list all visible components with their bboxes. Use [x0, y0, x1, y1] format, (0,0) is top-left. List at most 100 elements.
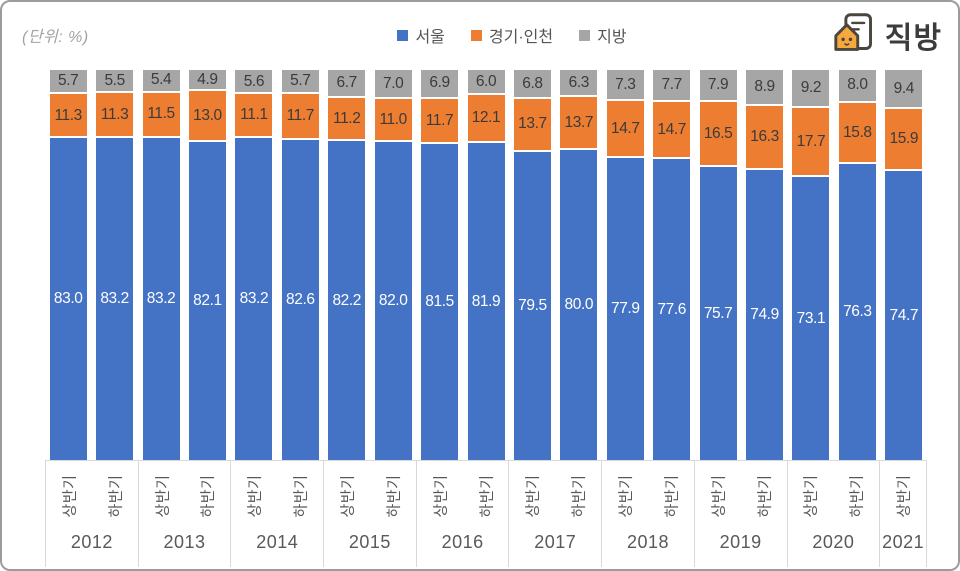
value-label-jibang: 5.6 [243, 72, 265, 90]
value-label-gyeonggi-incheon: 11.7 [425, 111, 454, 129]
stacked-bar: 6.8 13.7 79.5 [513, 68, 551, 460]
year-label-2012: 2012 [70, 532, 113, 552]
segment-seoul: 82.6 [281, 137, 319, 460]
value-label-seoul: 73.1 [796, 309, 826, 327]
bar-column-2015-h2: 7.0 11.0 82.0 [370, 68, 416, 460]
half-label: 상반기 [246, 474, 264, 518]
half-label: 상반기 [617, 474, 635, 518]
chart-header: (단위: %) 서울 경기·인천 지방 직방 [2, 2, 958, 68]
stacked-bar-chart: 5.7 11.3 83.0 5.5 11.3 83.2 5.4 11.5 83.2 4.9 13.0… [45, 68, 928, 567]
value-label-seoul: 82.1 [193, 292, 222, 310]
legend-label-gyeonggi-incheon: 경기·인천 [488, 29, 554, 46]
stacked-bar: 6.3 13.7 80.0 [560, 68, 598, 460]
plot-area: 5.7 11.3 83.0 5.5 11.3 83.2 5.4 11.5 83.2 4.9 13.0… [45, 68, 927, 460]
segment-seoul: 77.9 [606, 156, 644, 460]
value-label-gyeonggi-incheon: 13.7 [564, 113, 594, 131]
bar-column-2021-h1: 9.4 15.9 74.7 [881, 68, 927, 460]
year-group-2019: 상반기 하반기 2019 [693, 461, 787, 567]
half-label: 상반기 [432, 474, 450, 518]
segment-jibang: 5.7 [281, 70, 319, 93]
half-cell-2015-h2: 하반기 [370, 461, 416, 531]
bar-column-2018-h2: 7.7 14.7 77.6 [648, 68, 694, 460]
value-label-jibang: 6.9 [429, 74, 450, 92]
stacked-bar: 7.0 11.0 82.0 [374, 68, 412, 460]
half-label: 상반기 [895, 474, 913, 518]
half-label: 상반기 [339, 474, 357, 518]
bar-column-2017-h1: 6.8 13.7 79.5 [509, 68, 555, 460]
value-label-gyeonggi-incheon: 15.9 [889, 129, 919, 147]
segment-seoul: 83.0 [49, 136, 87, 460]
bar-column-2016-h2: 6.0 12.1 81.9 [463, 68, 509, 460]
half-label: 상반기 [61, 474, 79, 518]
segment-gyeonggi-incheon: 11.1 [235, 92, 273, 136]
bar-column-2020-h1: 9.2 17.7 73.1 [788, 68, 834, 460]
segment-jibang: 8.0 [838, 69, 876, 101]
value-label-gyeonggi-incheon: 11.2 [333, 109, 361, 127]
half-labels-row: 상반기 하반기 [324, 461, 416, 531]
bar-column-2014-h2: 5.7 11.7 82.6 [277, 68, 323, 460]
year-group-2012: 상반기 하반기 2012 [45, 461, 138, 567]
segment-gyeonggi-incheon: 11.3 [49, 92, 87, 137]
segment-gyeonggi-incheon: 12.1 [467, 93, 505, 141]
half-label: 하반기 [478, 474, 496, 518]
segment-jibang: 6.9 [421, 69, 459, 97]
half-cell-2017-h2: 하반기 [555, 461, 601, 531]
value-label-seoul: 81.9 [471, 292, 501, 310]
value-label-jibang: 4.9 [197, 70, 218, 88]
segment-seoul: 75.7 [699, 164, 737, 460]
bar-column-2013-h2: 4.9 13.0 82.1 [184, 68, 230, 460]
half-cell-2016-h2: 하반기 [463, 461, 509, 531]
segment-seoul: 73.1 [792, 174, 830, 460]
half-labels-row: 상반기 [880, 461, 926, 531]
legend-item-gyeonggi-incheon: 경기·인천 [470, 23, 554, 47]
value-label-seoul: 83.0 [53, 290, 83, 308]
half-label: 상반기 [154, 474, 172, 518]
value-label-jibang: 5.4 [150, 71, 172, 89]
half-label: 하반기 [570, 474, 588, 518]
value-label-seoul: 76.3 [843, 303, 872, 321]
half-labels-row: 상반기 하반기 [602, 461, 694, 531]
half-label: 상반기 [802, 474, 820, 518]
value-label-jibang: 6.3 [568, 73, 590, 91]
segment-seoul: 81.5 [421, 142, 459, 460]
value-label-gyeonggi-incheon: 13.7 [518, 115, 547, 133]
category-axis: 상반기 하반기 2012 상반기 하반기 2013 상반기 하반기 2014 상반기 하반기 2015… [45, 460, 928, 567]
value-label-jibang: 8.9 [754, 78, 775, 96]
legend-label-jibang: 지방 [597, 29, 627, 46]
segment-gyeonggi-incheon: 11.5 [142, 90, 180, 136]
value-label-jibang: 7.3 [615, 75, 636, 93]
segment-seoul: 82.2 [328, 139, 366, 460]
bar-column-2016-h1: 6.9 11.7 81.5 [416, 68, 462, 460]
year-group-2016: 상반기 하반기 2016 [415, 461, 509, 567]
segment-jibang: 7.7 [653, 70, 691, 101]
segment-seoul: 82.1 [188, 139, 226, 460]
half-cell-2014-h2: 하반기 [277, 461, 323, 531]
segment-seoul: 82.0 [374, 140, 412, 460]
value-label-seoul: 82.6 [286, 291, 315, 309]
segment-jibang: 9.4 [885, 70, 923, 107]
value-label-gyeonggi-incheon: 14.7 [610, 119, 640, 137]
value-label-gyeonggi-incheon: 11.0 [379, 111, 407, 128]
half-label: 하반기 [199, 474, 217, 518]
zigbang-house-document-icon [832, 12, 878, 59]
half-labels-row: 상반기 하반기 [788, 461, 880, 531]
value-label-seoul: 81.5 [425, 293, 454, 311]
half-label: 하반기 [663, 474, 681, 518]
year-group-2017: 상반기 하반기 2017 [508, 461, 601, 567]
stacked-bar: 6.9 11.7 81.5 [421, 68, 459, 460]
bar-column-2012-h2: 5.5 11.3 83.2 [91, 68, 137, 460]
value-label-jibang: 5.7 [58, 72, 79, 90]
legend-swatch-gyeonggi-incheon [470, 29, 482, 41]
segment-gyeonggi-incheon: 16.5 [699, 100, 737, 165]
value-label-jibang: 6.8 [522, 74, 543, 92]
value-label-gyeonggi-incheon: 11.1 [240, 106, 268, 124]
value-label-seoul: 82.0 [378, 292, 408, 310]
value-label-seoul: 83.2 [239, 290, 269, 308]
segment-jibang: 7.9 [699, 69, 737, 101]
value-label-jibang: 8.0 [847, 76, 868, 94]
value-label-gyeonggi-incheon: 11.7 [286, 107, 315, 125]
bar-column-2015-h1: 6.7 11.2 82.2 [324, 68, 370, 460]
year-label-2016: 2016 [441, 532, 484, 552]
half-label: 하반기 [848, 474, 866, 518]
